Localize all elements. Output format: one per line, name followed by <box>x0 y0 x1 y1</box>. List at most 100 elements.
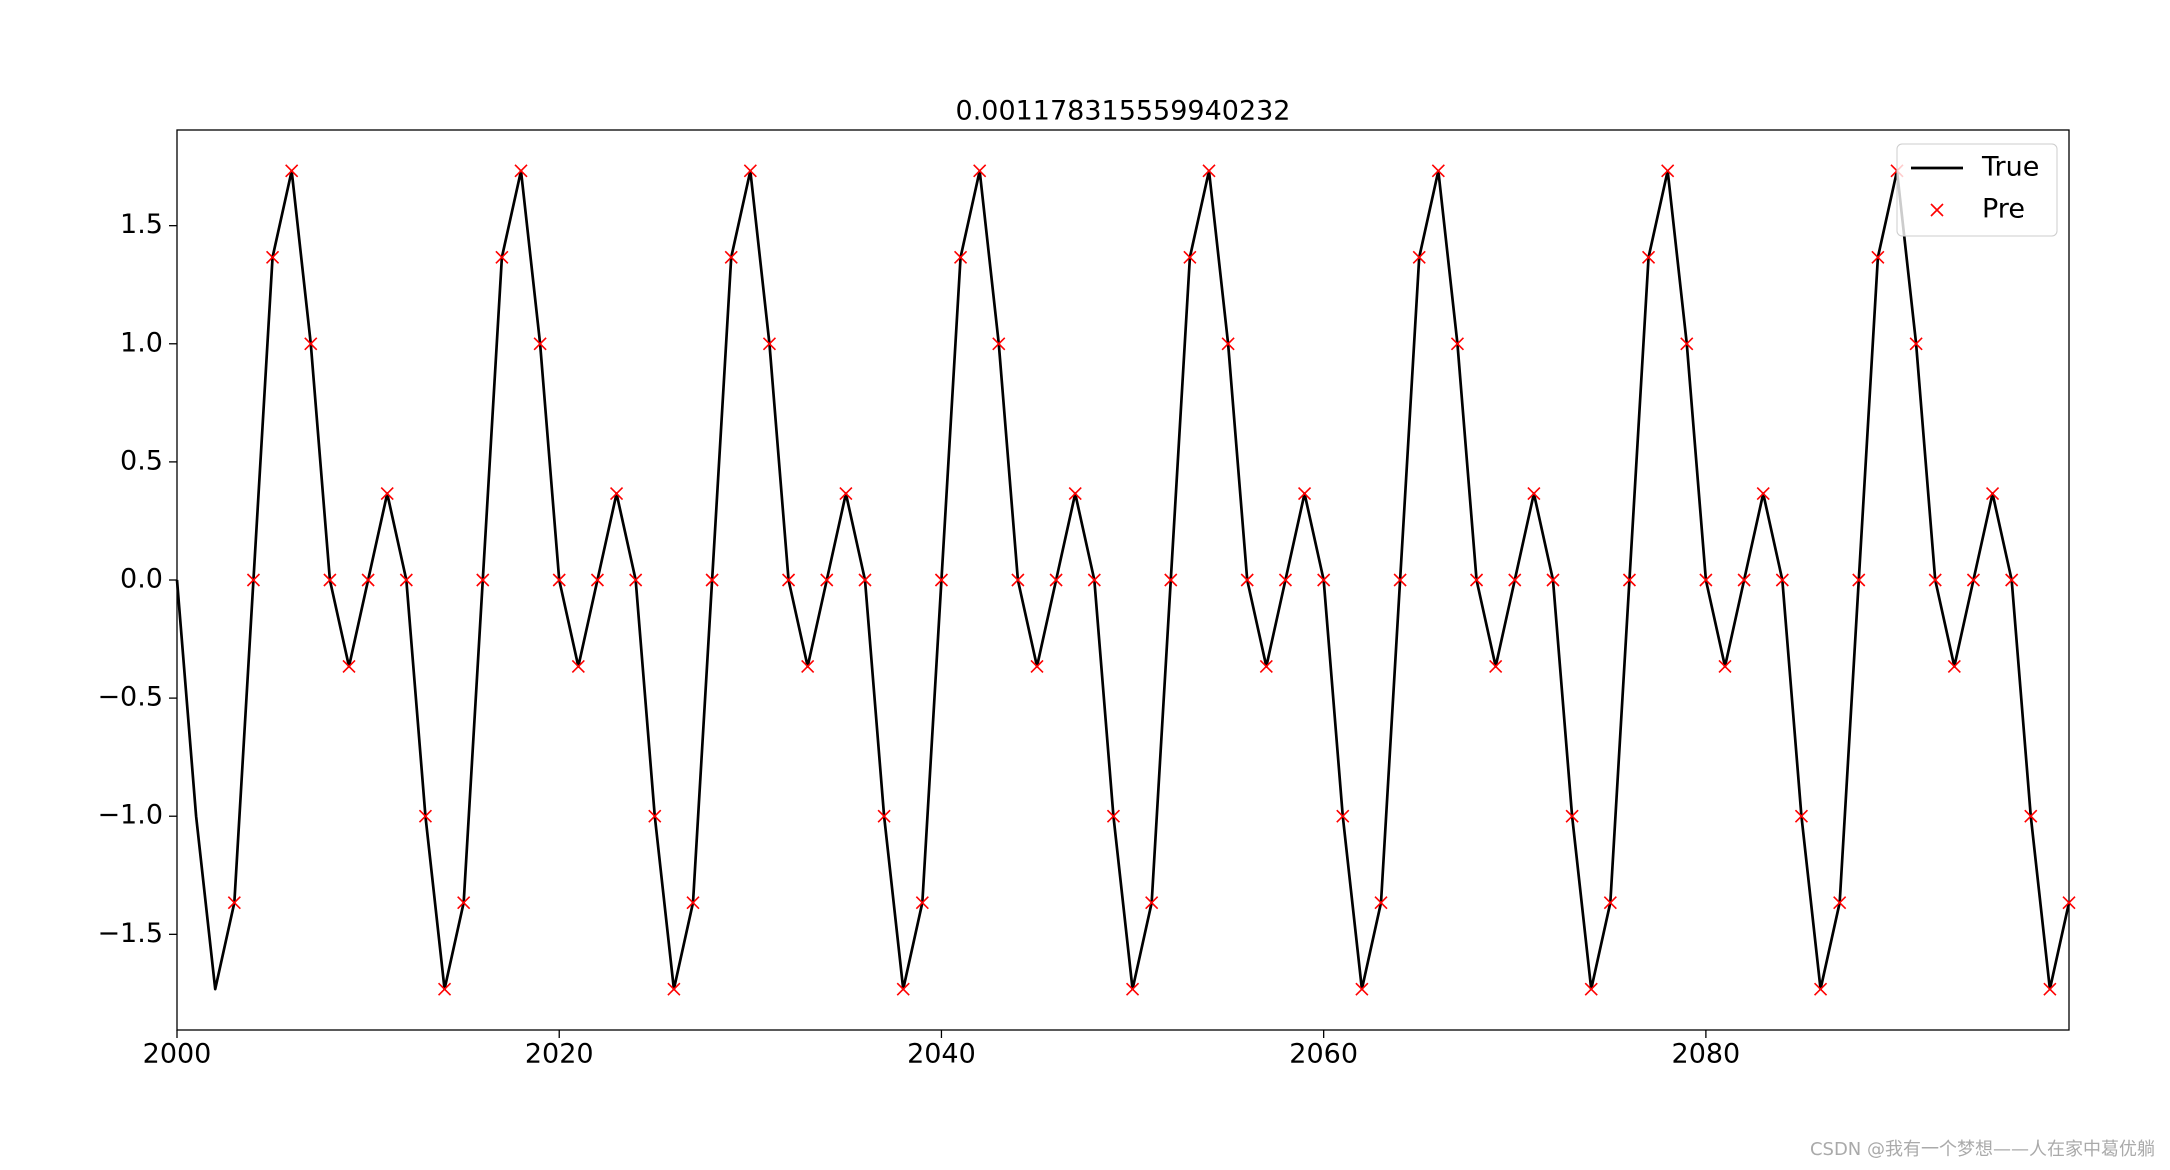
marker-x <box>418 809 433 823</box>
marker-x <box>1049 573 1063 587</box>
marker-x <box>1852 573 1866 587</box>
marker-x <box>514 164 528 178</box>
marker-x <box>609 486 624 501</box>
marker-x <box>265 250 280 264</box>
marker-x <box>1833 896 1847 910</box>
marker-x <box>801 659 815 674</box>
marker-x <box>342 659 356 674</box>
marker-x <box>227 896 241 910</box>
watermark: CSDN @我有一个梦想——人在家中葛优躺 <box>1810 1139 2155 1160</box>
marker-x <box>896 982 910 996</box>
marker-x <box>1928 573 1942 587</box>
y-tick-label: 1.0 <box>120 327 163 358</box>
marker-x <box>1985 486 2000 501</box>
marker-x <box>1106 809 1121 823</box>
marker-x <box>1068 486 1082 501</box>
marker-x <box>1278 573 1293 587</box>
marker-x <box>992 337 1006 351</box>
marker-x <box>1087 573 1101 587</box>
marker-x <box>361 573 375 587</box>
marker-x <box>285 164 299 178</box>
marker-x <box>724 250 738 264</box>
marker-x <box>1412 250 1426 264</box>
legend-marker <box>1930 203 1944 217</box>
marker-x <box>1469 573 1484 587</box>
marker-x <box>667 982 681 996</box>
line-series <box>175 169 2071 991</box>
marker-x <box>1718 659 1732 674</box>
marker-x <box>1240 573 1254 587</box>
marker-x <box>915 896 929 910</box>
y-tick-label: −1.0 <box>97 800 163 831</box>
y-tick-label: −1.5 <box>97 918 163 949</box>
marker-x <box>399 573 413 587</box>
marker-x <box>1680 337 1694 351</box>
marker-x <box>1297 486 1312 501</box>
marker-x <box>457 896 471 910</box>
marker-x <box>648 809 662 823</box>
marker-x <box>1546 573 1560 587</box>
marker-x <box>877 809 891 823</box>
y-tick-label: 0.5 <box>120 445 163 476</box>
marker-x <box>839 486 853 501</box>
chart-title: 0.001178315559940232 <box>956 96 1291 127</box>
legend-label: True <box>1981 152 2039 183</box>
marker-x <box>1527 486 1541 501</box>
marker-x <box>2062 896 2076 910</box>
marker-x <box>1336 809 1350 823</box>
marker-x <box>1699 573 1713 587</box>
marker-x <box>2043 982 2057 996</box>
marker-x <box>953 250 968 264</box>
marker-x <box>1622 573 1637 587</box>
marker-x <box>1317 573 1331 587</box>
marker-x <box>1603 896 1617 910</box>
marker-x <box>323 573 337 587</box>
marker-x <box>1775 573 1789 587</box>
x-tick-label: 2000 <box>143 1039 212 1070</box>
y-tick-label: 1.5 <box>120 209 163 240</box>
legend-label: Pre <box>1982 194 2025 225</box>
marker-x <box>304 337 318 351</box>
marker-x <box>1871 250 1885 264</box>
marker-x <box>1584 982 1598 996</box>
marker-x <box>1393 573 1407 587</box>
marker-x <box>1565 809 1579 823</box>
marker-x <box>1450 337 1465 351</box>
marker-x <box>1221 337 1235 351</box>
marker-x <box>934 573 949 587</box>
marker-x <box>1966 573 1981 587</box>
marker-x <box>781 573 796 587</box>
marker-x <box>476 573 490 587</box>
marker-x <box>629 573 643 587</box>
marker-x <box>1661 164 1675 178</box>
marker-x <box>1813 982 1828 996</box>
marker-x <box>1431 164 1445 178</box>
marker-x <box>1125 982 1140 996</box>
marker-x <box>590 573 605 587</box>
marker-x <box>1030 659 1044 674</box>
marker-x <box>2024 809 2038 823</box>
marker-x <box>1145 896 1159 910</box>
x-tick-label: 2060 <box>1289 1039 1358 1070</box>
x-tick-label: 2040 <box>907 1039 976 1070</box>
marker-x <box>552 573 566 587</box>
marker-x <box>1164 573 1178 587</box>
marker-x <box>380 486 394 501</box>
marker-x <box>1737 573 1751 587</box>
marker-x <box>686 896 700 910</box>
marker-x <box>1355 982 1369 996</box>
marker-x <box>1794 809 1809 823</box>
marker-x <box>1259 659 1273 674</box>
x-tick-label: 2020 <box>525 1039 594 1070</box>
marker-x <box>1183 250 1197 264</box>
marker-x <box>495 250 509 264</box>
marker-x <box>1947 659 1961 674</box>
marker-x <box>1909 337 1923 351</box>
marker-x <box>1756 486 1770 501</box>
marker-x <box>533 337 547 351</box>
marker-x <box>1374 896 1388 910</box>
marker-x <box>820 573 834 587</box>
marker-x <box>1202 164 1216 178</box>
marker-x <box>437 982 452 996</box>
